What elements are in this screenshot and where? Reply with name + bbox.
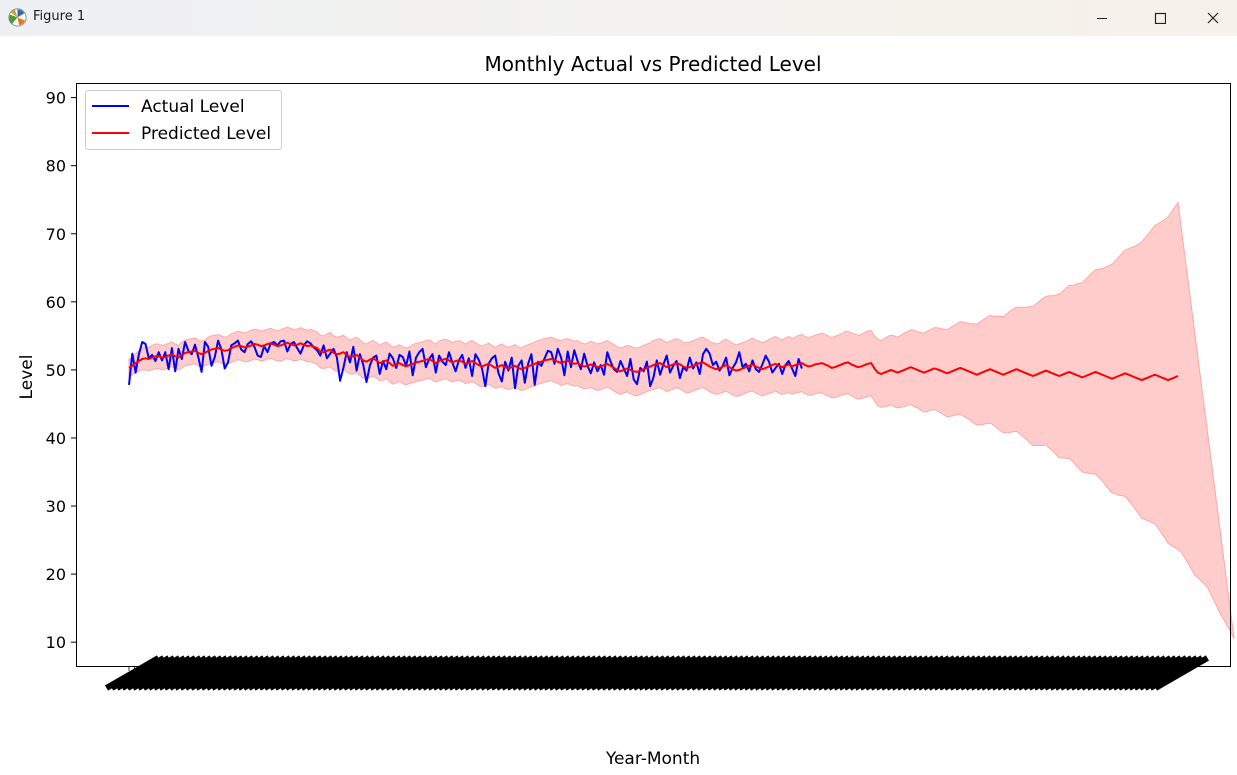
title-bar: Figure 1 bbox=[0, 0, 1237, 36]
legend: Actual Level Predicted Level bbox=[85, 90, 282, 150]
legend-box bbox=[85, 90, 282, 150]
y-tick-label: 50 bbox=[46, 361, 66, 380]
y-tick-label: 40 bbox=[46, 429, 66, 448]
legend-label-actual: Actual Level bbox=[141, 97, 245, 117]
y-tick-label: 30 bbox=[46, 497, 66, 516]
close-icon bbox=[1207, 12, 1219, 24]
minimize-icon bbox=[1097, 18, 1107, 19]
x-axis-label: Year-Month bbox=[605, 749, 700, 769]
minimize-button[interactable] bbox=[1073, 0, 1131, 36]
y-axis: 10 20 30 40 50 60 70 80 90 bbox=[46, 89, 77, 652]
x-axis bbox=[104, 655, 1209, 691]
y-tick-label: 90 bbox=[46, 89, 66, 108]
window-title: Figure 1 bbox=[33, 9, 86, 24]
maximize-button[interactable] bbox=[1131, 0, 1189, 36]
matplotlib-app-icon bbox=[8, 8, 27, 27]
predicted-level-line bbox=[128, 341, 1179, 382]
y-tick-label: 60 bbox=[46, 293, 66, 312]
y-tick-label: 20 bbox=[46, 565, 66, 584]
y-tick-label: 70 bbox=[46, 225, 66, 244]
y-tick-label: 80 bbox=[46, 157, 66, 176]
actual-level-line bbox=[128, 339, 803, 390]
y-axis-label: Level bbox=[17, 355, 37, 400]
y-tick-label: 10 bbox=[46, 633, 66, 652]
close-button[interactable] bbox=[1189, 0, 1237, 36]
maximize-icon bbox=[1154, 12, 1166, 24]
series-layer bbox=[128, 339, 1179, 390]
chart-title: Monthly Actual vs Predicted Level bbox=[484, 52, 821, 76]
x-tick-label bbox=[1153, 655, 1209, 691]
legend-label-predicted: Predicted Level bbox=[141, 124, 271, 144]
figure-canvas: Monthly Actual vs Predicted Level 10 20 30… bbox=[0, 36, 1237, 775]
